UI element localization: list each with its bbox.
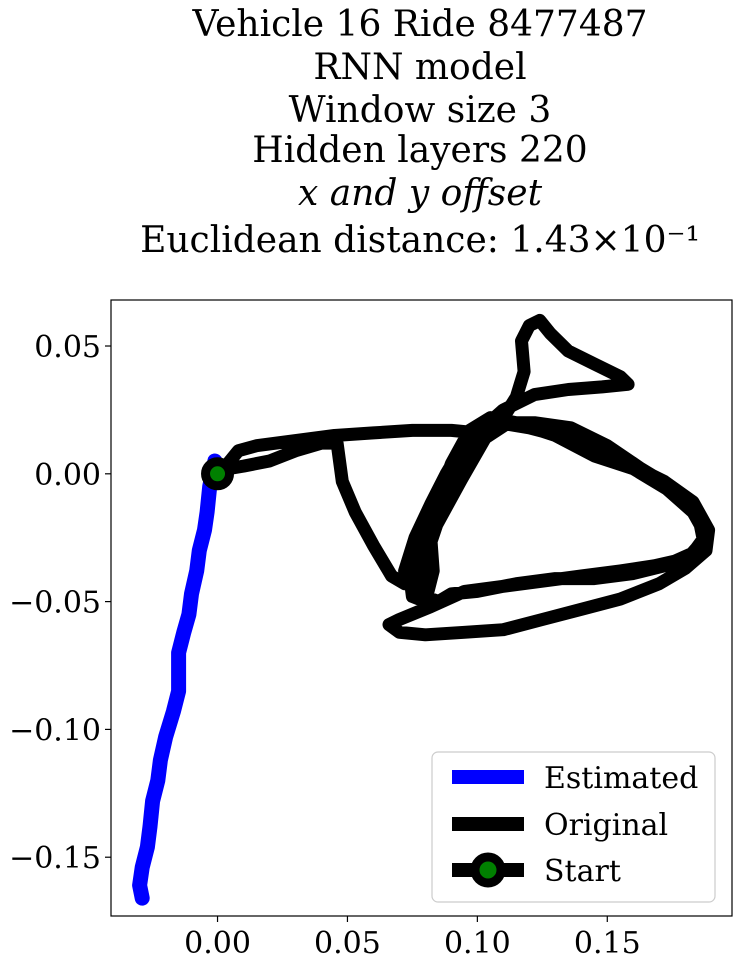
legend: Estimated Original Start [431, 751, 716, 903]
plot-series [132, 313, 716, 906]
x-tick-label: 0.15 [574, 926, 641, 961]
y-tick-label: −0.05 [9, 586, 101, 621]
start-marker [201, 457, 235, 491]
y-tick-label: −0.10 [9, 713, 101, 748]
legend-label-estimated: Estimated [544, 761, 698, 796]
title-line-1: Vehicle 16 Ride 8477487 [191, 4, 647, 45]
title-line-4: Hidden layers 220 [252, 130, 587, 171]
x-tick-label: 0.05 [314, 926, 381, 961]
title-line-6: Euclidean distance: 1.43×10⁻¹ [140, 220, 700, 261]
x-axis: 0.00 0.05 0.10 0.15 [184, 916, 641, 961]
legend-label-start: Start [544, 854, 621, 889]
title-line-3: Window size 3 [289, 90, 552, 131]
series-original-line [211, 313, 716, 642]
y-tick-label: 0.05 [34, 330, 101, 365]
legend-swatch-start-marker [470, 852, 506, 888]
y-tick-label: 0.00 [34, 458, 101, 493]
chart-title: Vehicle 16 Ride 8477487 RNN model Window… [140, 4, 700, 261]
y-tick-label: −0.15 [9, 841, 101, 876]
x-tick-label: 0.10 [444, 926, 511, 961]
title-line-2: RNN model [313, 47, 526, 88]
x-tick-label: 0.00 [184, 926, 251, 961]
y-axis: 0.05 0.00 −0.05 −0.10 −0.15 [9, 330, 111, 876]
legend-label-original: Original [544, 808, 668, 843]
series-estimated-line [132, 453, 225, 906]
title-line-5: x and y offset [298, 173, 543, 214]
plot-frame [110, 299, 733, 917]
